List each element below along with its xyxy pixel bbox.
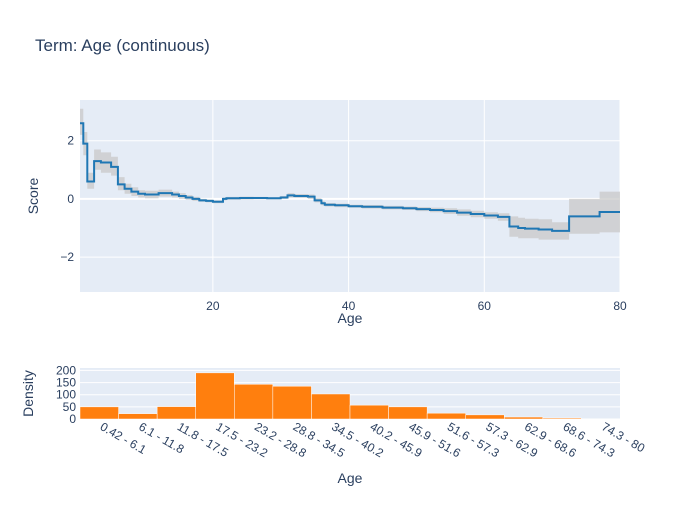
score-y-tick-label: −2 [60, 250, 74, 264]
density-bar [427, 413, 466, 419]
score-x-tick-label: 60 [478, 299, 492, 313]
score-y-tick-label: 2 [67, 134, 74, 148]
chart-title: Term: Age (continuous) [35, 36, 210, 55]
score-x-tick-label: 80 [613, 299, 627, 313]
density-y-axis-title: Density [20, 370, 36, 417]
density-bar [157, 407, 196, 419]
density-y-tick-label: 50 [63, 400, 77, 414]
density-bar [504, 417, 543, 419]
score-y-axis-title: Score [25, 178, 41, 215]
density-y-tick-label: 200 [56, 363, 76, 377]
score-x-tick-label: 20 [206, 299, 220, 313]
density-bar [196, 373, 235, 419]
score-x-axis-title: Age [338, 310, 363, 326]
density-y-tick-label: 0 [69, 412, 76, 426]
density-bar [80, 407, 119, 419]
density-bar [119, 414, 158, 419]
density-y-tick-label: 100 [56, 388, 76, 402]
density-bar [466, 415, 505, 419]
density-bar [273, 386, 312, 419]
density-bar [234, 384, 273, 419]
score-y-tick-label: 0 [67, 192, 74, 206]
density-y-tick-label: 150 [56, 376, 76, 390]
density-bar [389, 407, 428, 419]
density-bar [311, 394, 350, 419]
density-bar [350, 405, 389, 419]
density-bar [543, 418, 582, 419]
density-x-axis-title: Age [338, 470, 363, 486]
